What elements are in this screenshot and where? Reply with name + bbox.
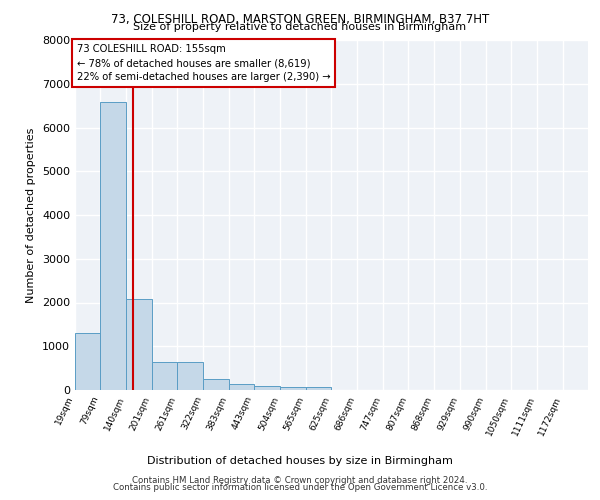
Bar	[126, 298, 152, 390]
Y-axis label: Number of detached properties: Number of detached properties	[26, 128, 37, 302]
Bar	[306, 387, 331, 390]
Text: 73, COLESHILL ROAD, MARSTON GREEN, BIRMINGHAM, B37 7HT: 73, COLESHILL ROAD, MARSTON GREEN, BIRMI…	[111, 12, 489, 26]
Text: Contains HM Land Registry data © Crown copyright and database right 2024.: Contains HM Land Registry data © Crown c…	[132, 476, 468, 485]
Bar	[178, 362, 203, 390]
Bar	[152, 362, 178, 390]
Bar	[203, 379, 229, 390]
Bar	[229, 384, 254, 390]
Text: 73 COLESHILL ROAD: 155sqm
← 78% of detached houses are smaller (8,619)
22% of se: 73 COLESHILL ROAD: 155sqm ← 78% of detac…	[77, 44, 331, 82]
Bar	[280, 387, 306, 390]
Bar	[75, 333, 100, 390]
Text: Distribution of detached houses by size in Birmingham: Distribution of detached houses by size …	[147, 456, 453, 466]
Text: Size of property relative to detached houses in Birmingham: Size of property relative to detached ho…	[133, 22, 467, 32]
Bar	[254, 386, 280, 390]
Bar	[100, 102, 126, 390]
Text: Contains public sector information licensed under the Open Government Licence v3: Contains public sector information licen…	[113, 484, 487, 492]
